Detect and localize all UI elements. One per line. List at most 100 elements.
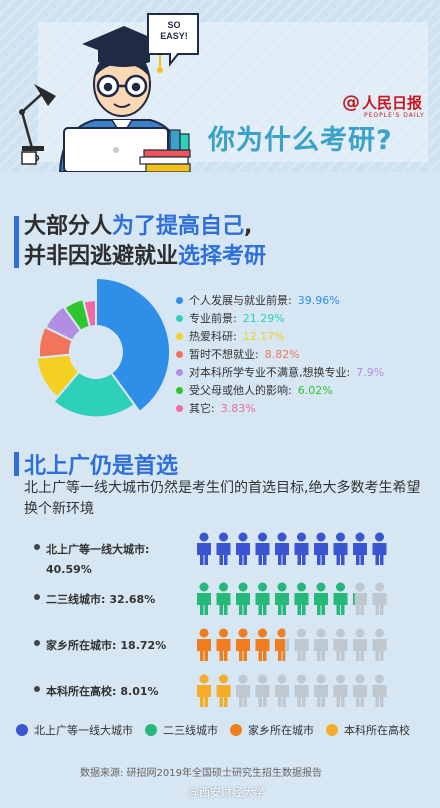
row-bullet-icon — [34, 686, 40, 692]
data-source: 数据来源: 研招网2019年全国硕士研究生招生数据报告 — [80, 768, 322, 779]
header-banner: SO EASY! @ 人民日报 PEOPLE'S DAILY 你为什么考研? — [0, 0, 440, 172]
city-legend-label: 北上广等一线大城市 — [34, 724, 133, 737]
pictogram-row — [197, 628, 387, 661]
legend-label: 其它: — [189, 402, 215, 415]
page-title: 你为什么考研? — [208, 125, 393, 156]
person-icon — [372, 582, 387, 615]
person-icon — [353, 532, 367, 565]
legend-value: 39.96% — [297, 293, 340, 307]
section2-accent-bar — [14, 452, 19, 476]
person-icon — [372, 532, 387, 565]
person-icon — [353, 582, 367, 615]
person-icon — [294, 582, 309, 615]
legend-item: 专业前景: 21.29% — [176, 310, 384, 326]
legend-dot-icon — [176, 296, 183, 304]
person-icon — [372, 628, 387, 661]
graduation-cap-icon — [82, 26, 166, 73]
legend-value: 6.02% — [297, 383, 333, 397]
legend-value: 7.9% — [356, 365, 385, 379]
city-row-label: 二三线城市: 32.68% — [46, 588, 155, 607]
city-row-label: 北上广等一线大城市: 40.59% — [46, 538, 149, 576]
person-icon — [333, 582, 348, 615]
reason-donut-chart — [35, 276, 171, 419]
section2-title: 北上广仍是首选 — [24, 454, 179, 479]
books-icon — [139, 129, 191, 172]
student-illustration — [19, 13, 199, 172]
person-icon — [275, 532, 289, 565]
city-name: 二三线城市: — [46, 593, 106, 606]
speech-bubble-icon — [147, 13, 199, 67]
city-legend-label: 二三线城市 — [163, 724, 218, 737]
person-icon — [353, 628, 367, 661]
person-icon — [275, 674, 289, 707]
city-legend-item: 家乡所在城市 — [230, 722, 314, 738]
legend-dot-icon — [16, 724, 28, 736]
person-icon — [255, 674, 270, 707]
legend-dot-icon — [145, 724, 157, 736]
legend-dot-icon — [176, 314, 183, 322]
row-bullet-icon — [34, 640, 40, 646]
city-name: 北上广等一线大城市: — [46, 543, 150, 556]
legend-label: 对本科所学专业不满意,想换专业: — [189, 366, 351, 379]
brand-subtitle: PEOPLE'S DAILY — [364, 112, 425, 119]
city-value: 40.59% — [46, 563, 92, 576]
city-value: 8.01% — [120, 685, 159, 698]
person-icon — [255, 532, 270, 565]
legend-value: 3.83% — [220, 401, 256, 415]
person-icon — [216, 532, 231, 565]
city-name: 本科所在高校: — [46, 685, 117, 698]
person-icon — [314, 582, 328, 615]
person-icon — [294, 532, 309, 565]
city-legend-item: 本科所在高校 — [326, 722, 410, 738]
bubble-text: SO EASY! — [160, 20, 188, 41]
legend-label: 专业前景: — [189, 312, 237, 325]
city-legend: 北上广等一线大城市 二三线城市 家乡所在城市 本科所在高校 — [16, 722, 436, 738]
person-icon — [314, 532, 328, 565]
row-bullet-icon — [34, 544, 40, 550]
coffee-cup-icon — [21, 151, 40, 165]
person-icon — [372, 674, 387, 707]
person-icon — [314, 674, 328, 707]
legend-dot-icon — [176, 404, 183, 412]
legend-label: 热爱科研: — [189, 330, 237, 343]
person-icon — [353, 674, 367, 707]
city-row-label: 本科所在高校: 8.01% — [46, 680, 159, 699]
person-icon — [333, 532, 348, 565]
city-legend-item: 二三线城市 — [145, 722, 218, 738]
section1-accent-bar — [14, 216, 19, 268]
person-icon — [197, 532, 211, 565]
person-icon — [216, 582, 231, 615]
pictogram-row — [197, 582, 387, 615]
person-icon — [197, 628, 211, 661]
city-value: 32.68% — [109, 593, 156, 606]
city-legend-label: 家乡所在城市 — [248, 724, 314, 737]
person-icon — [333, 674, 348, 707]
brand-logo: @ 人民日报 — [342, 92, 423, 113]
legend-item: 暂时不想就业: 8.82% — [176, 346, 384, 362]
pictogram-row — [197, 674, 387, 707]
reason-legend: 个人发展与就业前景: 39.96% 专业前景: 21.29% 热爱科研: 12.17% 暂时… — [176, 292, 384, 418]
person-icon — [255, 582, 270, 615]
person-icon — [216, 674, 231, 707]
pictogram-row — [197, 532, 387, 565]
legend-item: 个人发展与就业前景: 39.96% — [176, 292, 384, 308]
legend-dot-icon — [176, 332, 183, 340]
donut-slice-3 — [35, 353, 81, 399]
legend-dot-icon — [176, 350, 183, 358]
person-icon — [197, 582, 211, 615]
desk-lamp-icon — [19, 84, 56, 151]
glasses-icon — [96, 74, 148, 98]
at-logo-icon: @ — [342, 92, 360, 113]
legend-label: 个人发展与就业前景: — [189, 294, 292, 307]
city-name: 家乡所在城市: — [46, 639, 117, 652]
person-icon — [236, 582, 250, 615]
legend-value: 12.17% — [242, 329, 285, 343]
legend-item: 对本科所学专业不满意,想换专业: 7.9% — [176, 364, 384, 380]
person-icon — [216, 628, 231, 661]
donut-slice-1 — [95, 276, 171, 414]
section1-title: 大部分人为了提高自己, 并非因逃避就业选择考研 — [24, 214, 267, 269]
legend-label: 暂时不想就业: — [189, 348, 259, 361]
city-value: 18.72% — [120, 639, 167, 652]
person-icon — [294, 674, 309, 707]
donut-slice-2 — [52, 370, 136, 419]
